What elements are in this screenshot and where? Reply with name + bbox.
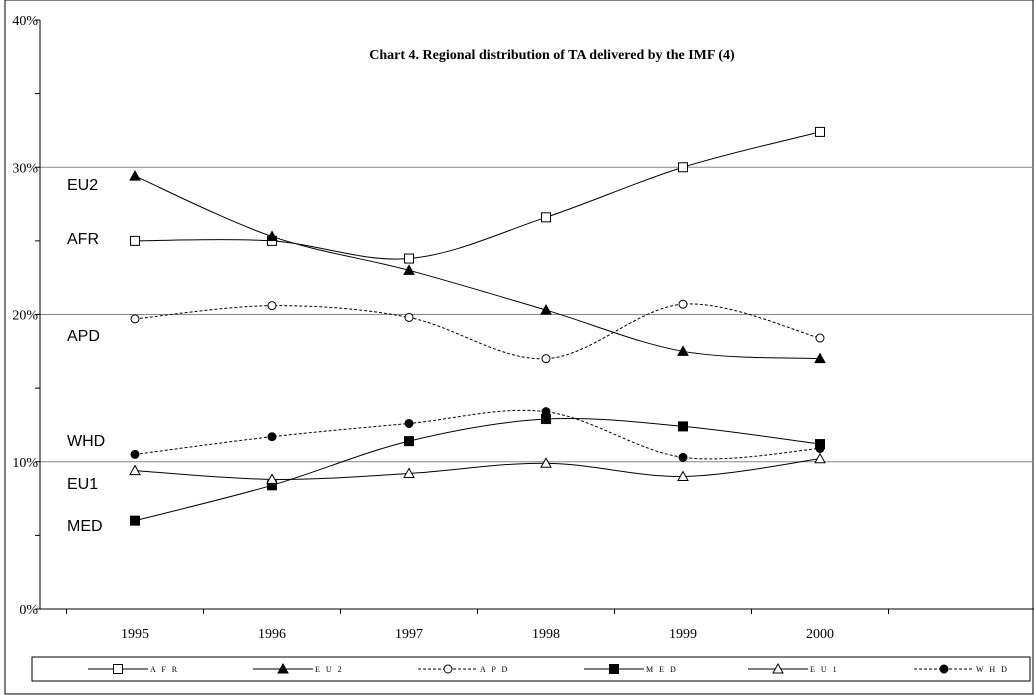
series-afr [130, 126, 825, 264]
series-label-whd: WHD [67, 433, 105, 450]
series-line-eu1 [134, 458, 821, 480]
series-eu2 [129, 170, 826, 364]
x-axis-tick-labels: 1995 1996 1997 1998 1999 2000 [121, 627, 834, 642]
chart-title: Chart 4. Regional distribution of TA del… [369, 48, 735, 63]
legend-entry-whd: W H D [914, 664, 1009, 674]
legend-entry-eu1: E U 1 [748, 662, 839, 674]
series-whd [130, 407, 825, 462]
gridlines [40, 166, 1034, 463]
point-eu2-1998 [540, 304, 552, 315]
series-line-eu2 [134, 175, 821, 360]
legend-entry-med: M E D [584, 664, 678, 674]
series-label-eu1: EU1 [67, 476, 98, 493]
point-whd-2000 [815, 443, 825, 453]
point-whd-1998 [541, 407, 551, 417]
legend-label-apd: A P D [480, 665, 509, 674]
point-med-1995 [130, 515, 140, 526]
x-tick-label-1995: 1995 [121, 627, 149, 642]
series-line-med [134, 417, 821, 522]
legend-marker-apd [443, 664, 453, 674]
point-eu1-1995 [129, 464, 141, 476]
legend: A F R E U 2 A P D M E D E U 1 W H D [31, 656, 1031, 682]
legend-marker-med [609, 664, 619, 674]
point-eu1-1997 [403, 467, 415, 479]
legend-marker-whd [939, 664, 949, 674]
point-afr-1999 [678, 162, 688, 173]
legend-entry-afr: A F R [88, 664, 179, 674]
y-tick-label: 20% [12, 309, 38, 324]
series-label-apd: APD [67, 328, 100, 345]
point-apd-1998 [541, 354, 551, 364]
point-eu2-1997 [403, 264, 415, 275]
point-apd-1995 [130, 314, 140, 324]
x-tick-label-2000: 2000 [806, 627, 834, 642]
y-axis-tick-labels: 0% 10% 20% 30% 40% [12, 14, 38, 618]
y-tick-label: 0% [19, 603, 38, 618]
x-tick-label-1996: 1996 [258, 627, 286, 642]
legend-label-whd: W H D [976, 665, 1009, 674]
point-whd-1997 [404, 418, 414, 428]
point-eu1-1998 [540, 457, 552, 468]
series-eu1 [129, 452, 826, 484]
point-afr-1997 [404, 253, 414, 264]
series-label-med: MED [67, 518, 103, 535]
legend-box [31, 656, 1031, 682]
legend-marker-afr [113, 664, 123, 674]
series-label-eu2: EU2 [67, 177, 98, 194]
legend-label-eu2: E U 2 [315, 665, 344, 674]
legend-label-eu1: E U 1 [810, 665, 839, 674]
point-eu1-2000 [814, 452, 826, 464]
x-tick-label-1998: 1998 [532, 627, 560, 642]
series-line-afr [134, 131, 821, 260]
point-afr-1998 [541, 212, 551, 223]
point-med-1997 [404, 436, 414, 447]
point-eu2-2000 [814, 352, 826, 364]
point-afr-1995 [130, 235, 140, 246]
legend-label-afr: A F R [150, 665, 179, 674]
point-apd-1999 [678, 299, 688, 309]
point-whd-1999 [678, 452, 688, 462]
series-med [130, 414, 825, 526]
legend-entry-eu2: E U 2 [253, 662, 344, 674]
point-apd-1997 [404, 312, 414, 322]
legend-entry-apd: A P D [418, 664, 509, 674]
chart-border [4, 0, 1034, 695]
point-eu1-1996 [266, 473, 278, 484]
point-whd-1996 [267, 432, 277, 442]
series-line-apd [134, 303, 821, 360]
point-eu2-1995 [129, 170, 141, 181]
y-tick-label: 30% [12, 161, 38, 176]
legend-marker-eu1 [772, 662, 784, 674]
point-eu2-1996 [266, 230, 278, 241]
point-med-1999 [678, 421, 688, 432]
y-tick-label: 40% [12, 14, 38, 29]
point-eu2-1999 [677, 345, 689, 356]
axes [35, 19, 1034, 614]
point-apd-1996 [267, 301, 277, 311]
point-afr-2000 [815, 126, 825, 137]
series-labels: AFR EU2 APD MED EU1 WHD [67, 177, 105, 535]
series-label-afr: AFR [67, 231, 99, 248]
legend-label-med: M E D [646, 665, 678, 674]
legend-marker-eu2 [277, 662, 289, 674]
point-apd-2000 [815, 333, 825, 343]
x-tick-label-1997: 1997 [395, 627, 423, 642]
point-whd-1995 [130, 449, 140, 459]
x-tick-label-1999: 1999 [669, 627, 697, 642]
series-group [129, 126, 826, 526]
y-tick-label: 10% [12, 456, 38, 471]
point-eu1-1999 [677, 470, 689, 481]
series-apd [130, 299, 825, 364]
series-line-whd [134, 409, 821, 460]
